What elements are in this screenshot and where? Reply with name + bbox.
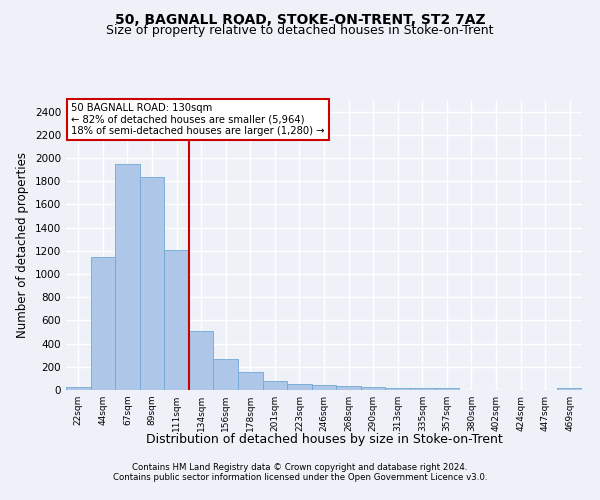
Bar [410,388,434,390]
Bar [140,176,164,390]
Text: 50, BAGNALL ROAD, STOKE-ON-TRENT, ST2 7AZ: 50, BAGNALL ROAD, STOKE-ON-TRENT, ST2 7A… [115,12,485,26]
Text: Size of property relative to detached houses in Stoke-on-Trent: Size of property relative to detached ho… [106,24,494,37]
Bar [287,384,312,390]
Bar [557,388,582,390]
Bar [336,386,361,390]
Y-axis label: Number of detached properties: Number of detached properties [16,152,29,338]
Bar [312,385,336,390]
Bar [263,380,287,390]
Text: Contains HM Land Registry data © Crown copyright and database right 2024.: Contains HM Land Registry data © Crown c… [132,462,468,471]
Bar [66,386,91,390]
Bar [361,388,385,390]
Bar [434,388,459,390]
Bar [115,164,140,390]
Text: Distribution of detached houses by size in Stoke-on-Trent: Distribution of detached houses by size … [146,432,502,446]
Bar [164,250,189,390]
Bar [189,331,214,390]
Text: Contains public sector information licensed under the Open Government Licence v3: Contains public sector information licen… [113,472,487,482]
Bar [238,372,263,390]
Text: 50 BAGNALL ROAD: 130sqm
← 82% of detached houses are smaller (5,964)
18% of semi: 50 BAGNALL ROAD: 130sqm ← 82% of detache… [71,103,325,136]
Bar [91,257,115,390]
Bar [385,388,410,390]
Bar [214,360,238,390]
